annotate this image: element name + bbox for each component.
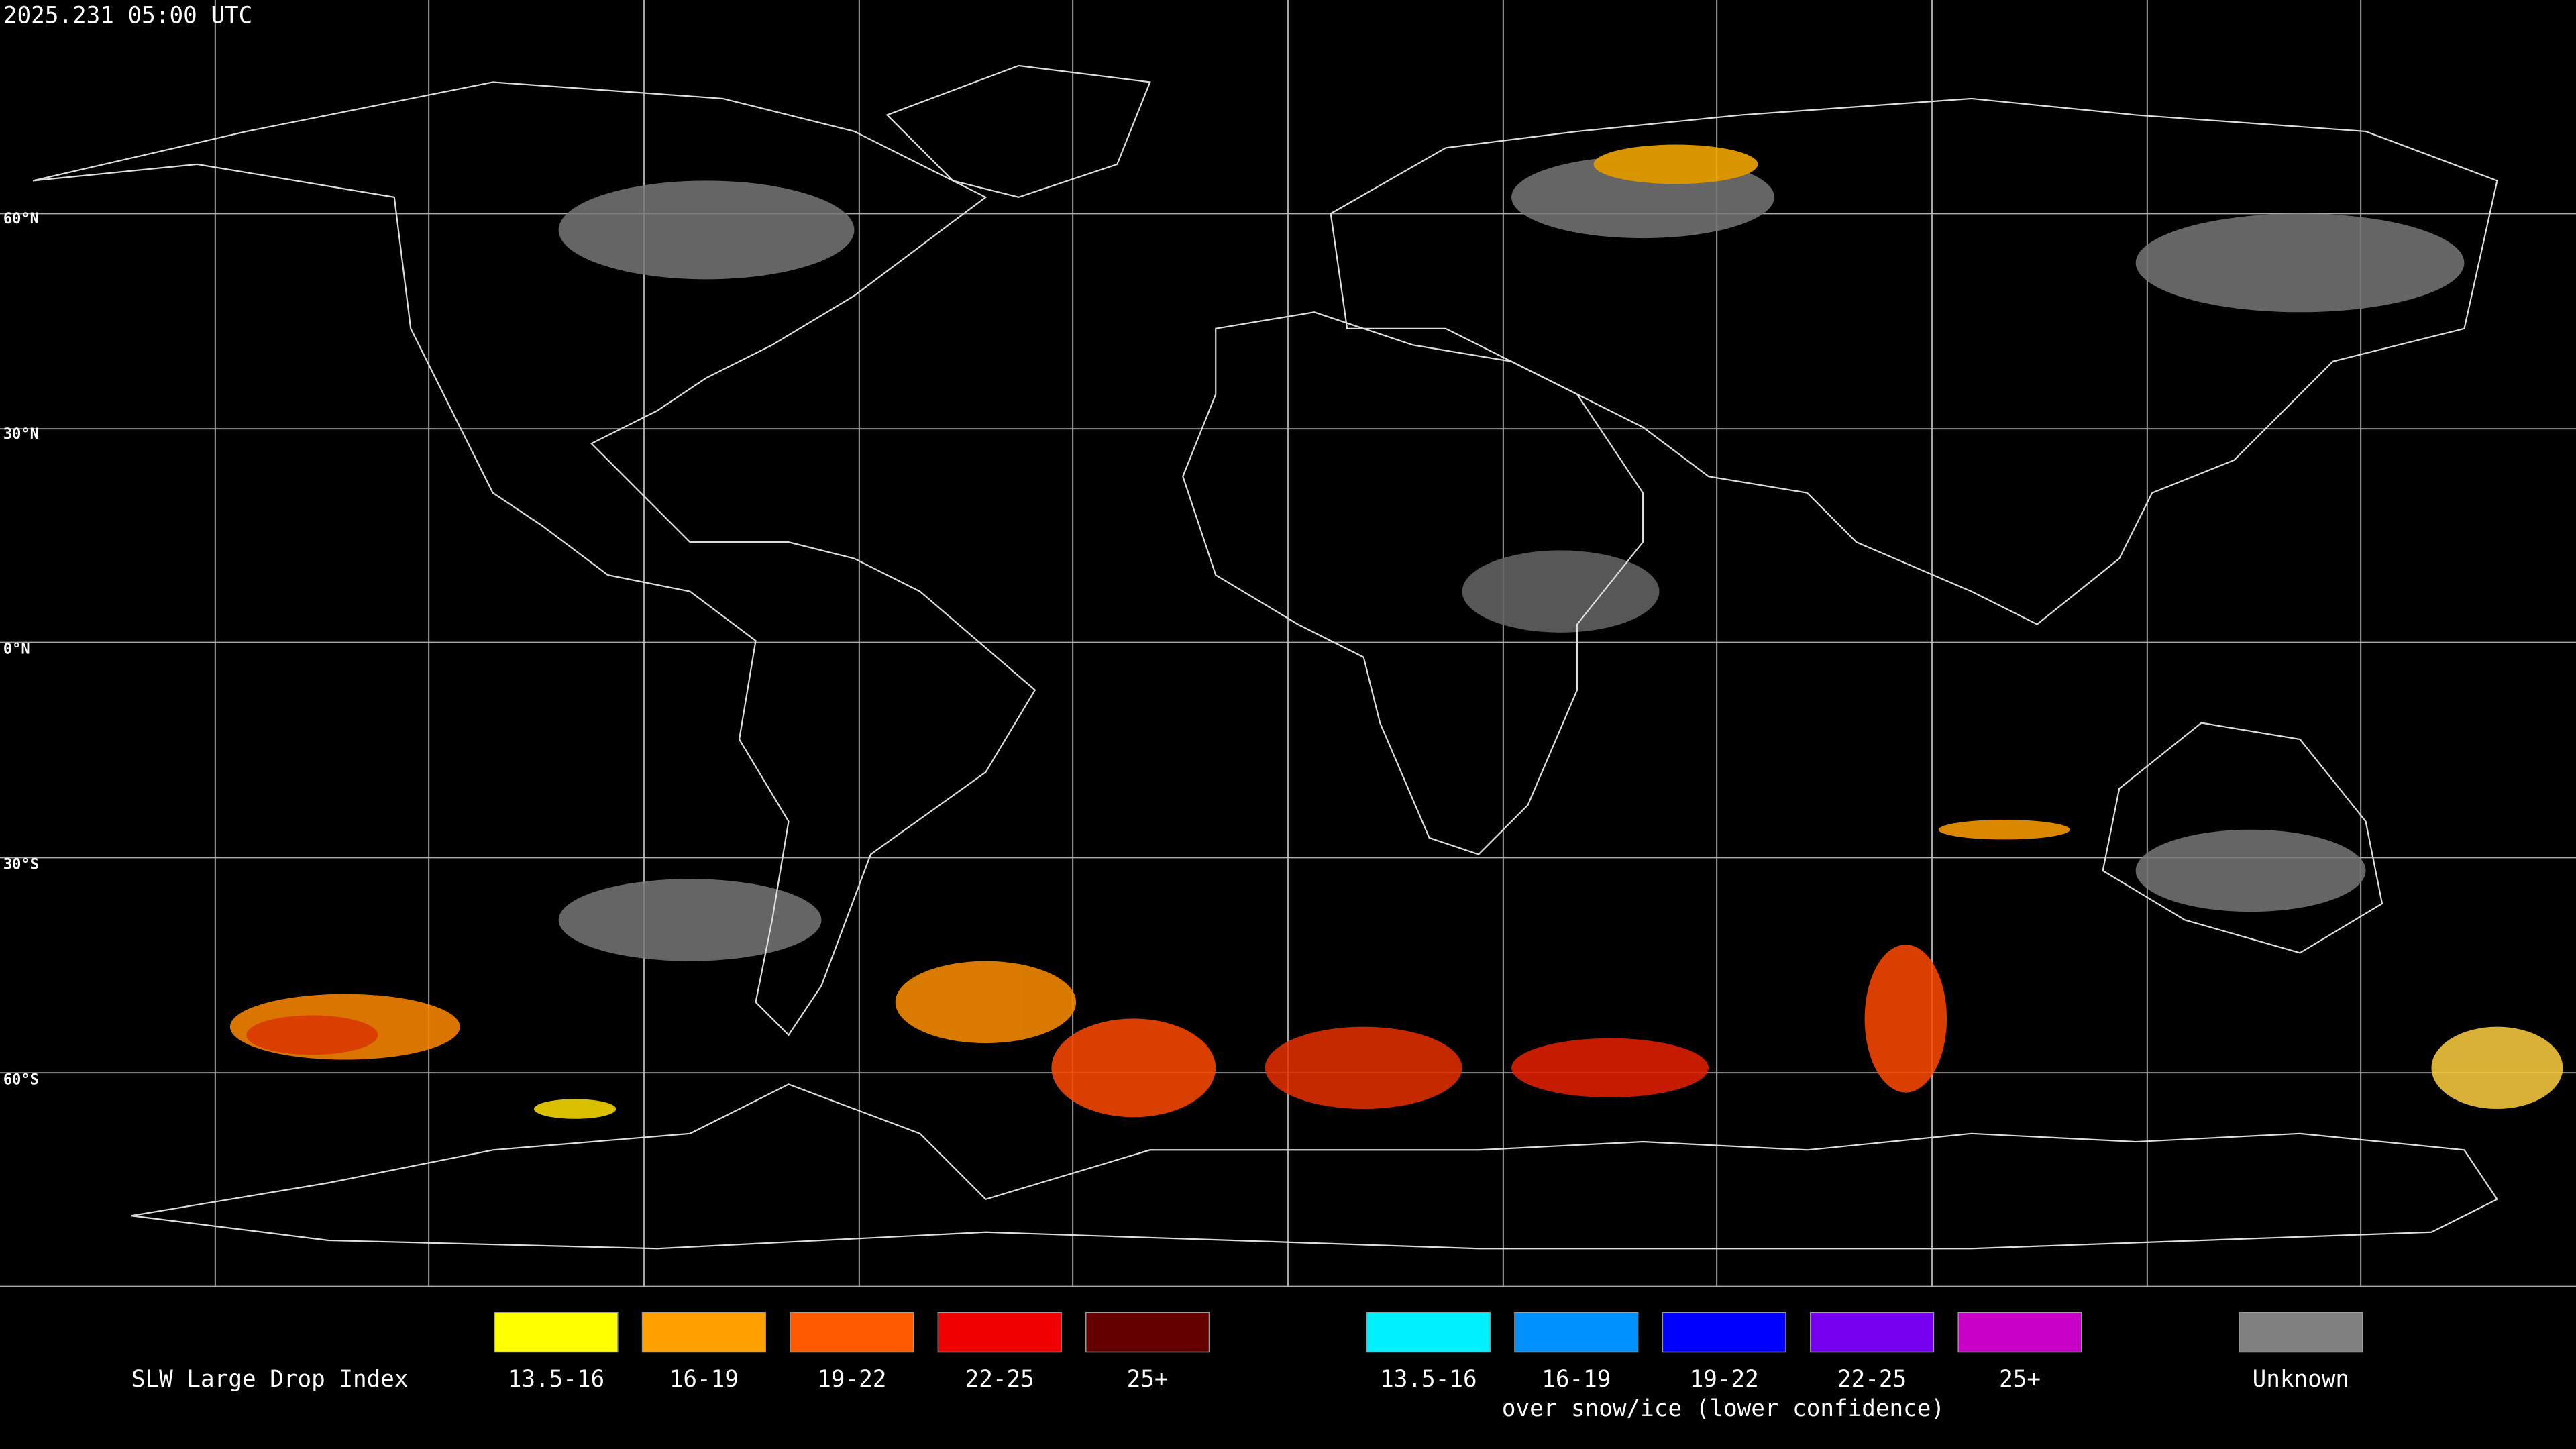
legend: SLW Large Drop Index over snow/ice (lowe…	[131, 1312, 2363, 1422]
snow-ice-caption: over snow/ice (lower confidence)	[1502, 1395, 1945, 1422]
legend-label: 16-19	[1542, 1366, 1611, 1393]
latitude-labels: 60°N 30°N 0°N 30°S 60°S	[3, 211, 39, 1088]
latitude-label: 0°N	[3, 641, 30, 658]
latitude-label: 60°S	[3, 1071, 39, 1088]
timestamp: 2025.231 05:00 UTC	[3, 2, 252, 29]
legend-label: 19-22	[817, 1366, 886, 1393]
legend-swatch	[1662, 1312, 1786, 1353]
latitude-label: 30°S	[3, 857, 39, 873]
legend-swatch	[494, 1312, 619, 1353]
legend-label: 22-25	[1837, 1366, 1907, 1393]
legend-swatch	[1957, 1312, 2082, 1353]
legend-swatch	[1085, 1312, 1210, 1353]
legend-label: 13.5-16	[1380, 1366, 1477, 1393]
legend-label: 25+	[1999, 1366, 2041, 1393]
legend-label: 25+	[1127, 1366, 1169, 1393]
latitude-label: 30°N	[3, 426, 39, 443]
legend-label: 16-19	[669, 1366, 739, 1393]
coastlines	[32, 64, 2499, 1250]
legend-swatch	[1810, 1312, 1935, 1353]
legend-label: 19-22	[1690, 1366, 1759, 1393]
legend-label: Unknown	[2253, 1366, 2349, 1393]
legend-swatch	[937, 1312, 1062, 1353]
legend-swatch	[790, 1312, 914, 1353]
legend-swatch	[641, 1312, 766, 1353]
legend-label: 22-25	[965, 1366, 1034, 1393]
cloud-fields	[229, 144, 2563, 1119]
latitude-label: 60°N	[3, 211, 39, 227]
legend-swatch	[2239, 1312, 2363, 1353]
legend-title: SLW Large Drop Index	[131, 1366, 409, 1393]
legend-swatch	[1366, 1312, 1491, 1353]
legend-swatch	[1514, 1312, 1639, 1353]
legend-label: 13.5-16	[508, 1366, 604, 1393]
